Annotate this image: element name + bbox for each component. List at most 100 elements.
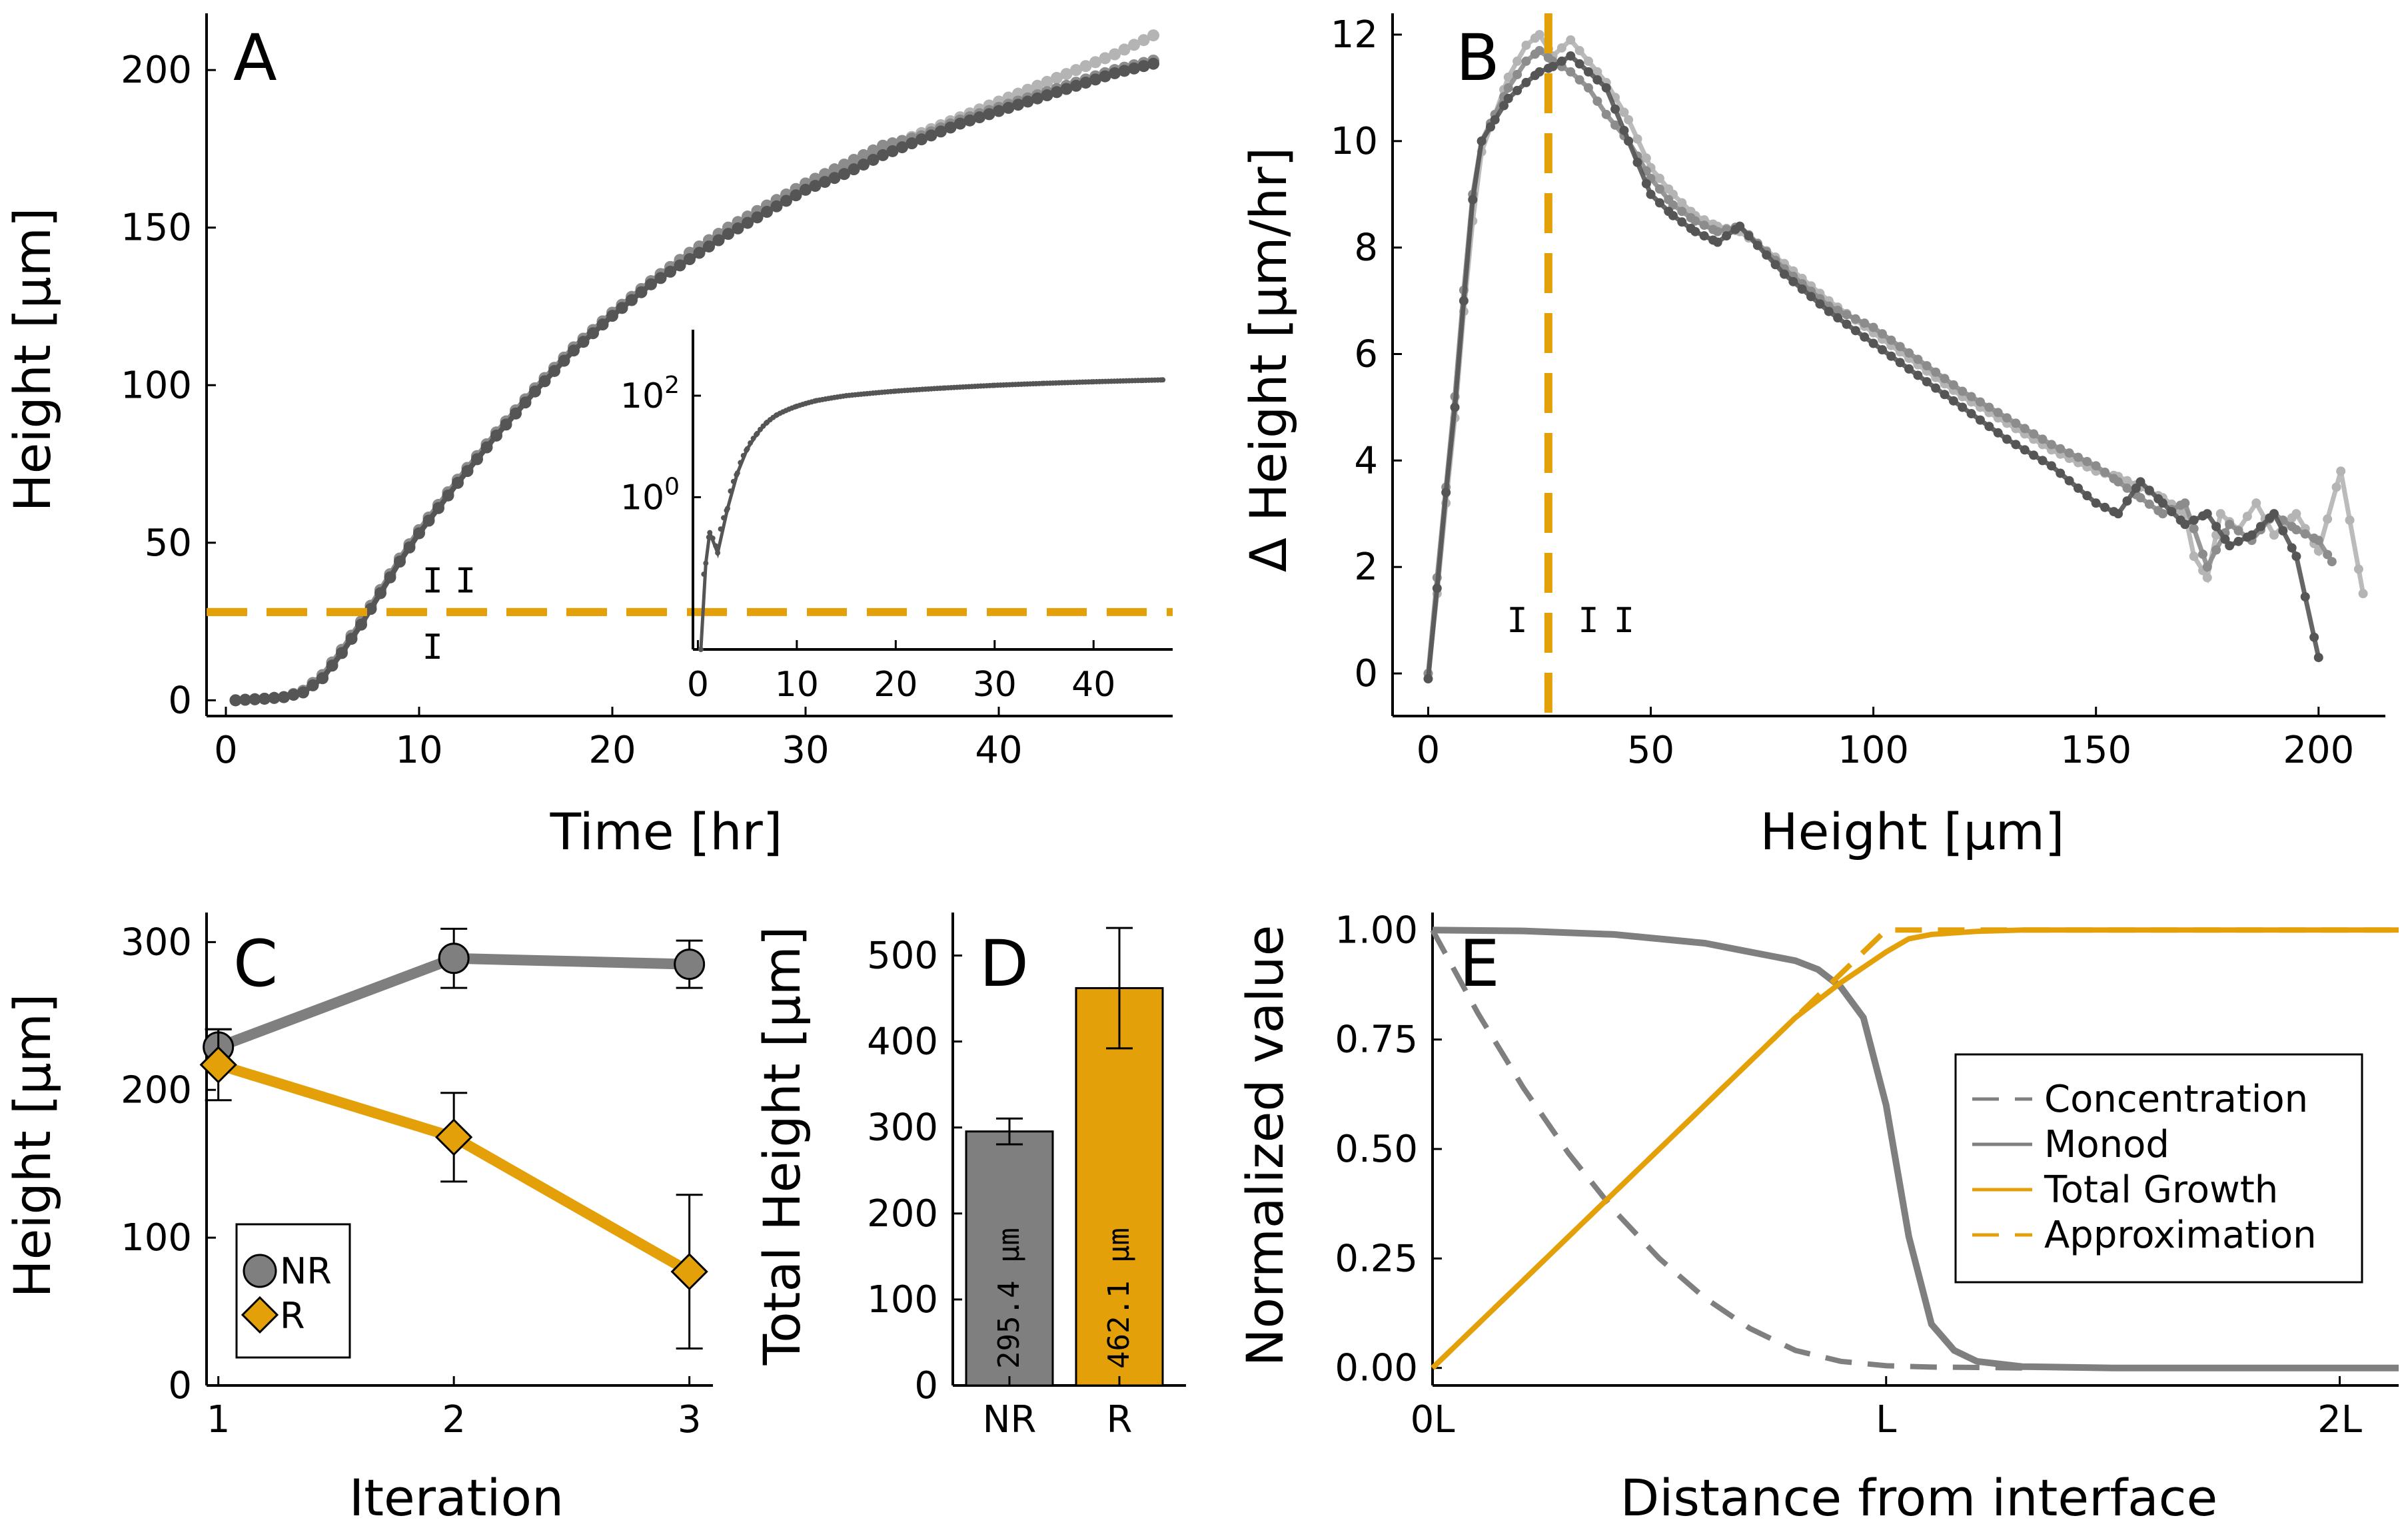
panel-b-data-point [2269,530,2279,540]
panel-b-data-point [1512,56,1522,66]
panel-a-data-point [1147,29,1159,42]
panel-b-data-point [1958,386,1968,396]
panel-a-data-point [693,246,706,259]
panel-b-data-point [1984,422,1994,432]
panel-b-data-point [2313,536,2323,546]
panel-a-inset-data-point [701,572,707,577]
panel-a-inset-data-point [721,515,727,521]
panel-b-data-point [2331,482,2341,492]
panel-b-data-point [2291,552,2301,562]
panel-a-data-point [944,121,957,134]
panel-b-data-point [2291,509,2301,519]
panel-a-data-point [471,453,483,466]
panel-a-inset-xtick-label: 20 [874,665,917,705]
panel-b-data-point [2291,525,2301,535]
panel-b-xtick-label: 100 [1838,729,1909,772]
panel-c-xtick-label: 2 [442,1398,466,1441]
panel-d-bar-r [1075,986,1164,1387]
panel-a-annotation: I [422,627,443,667]
panel-b-data-point [2046,461,2056,471]
panel-b-data-point [1574,59,1584,69]
panel-a-data-point [770,200,783,212]
panel-a-data-point [790,189,802,202]
panel-b-data-point [2113,509,2123,519]
panel-a-data-point [654,272,667,284]
panel-b-data-point [1632,157,1642,167]
panel-b-data-point [1574,45,1584,55]
panel-a-ytick-label: 150 [121,206,192,250]
panel-b-data-point [2180,498,2190,508]
panel-a-data-point [480,441,493,454]
panel-a-data-point [1099,70,1111,83]
panel-a-data-point [828,163,841,176]
panel-d-bar-nr [965,1130,1054,1387]
panel-a-data-point [577,336,590,348]
panel-c-legend-marker-r [241,1296,279,1334]
panel-e-legend-label: Monod [2044,1123,2169,1166]
panel-b-data-point [1512,69,1522,79]
panel-a-data-point [993,105,1005,117]
panel-b-xtick-label: 50 [1627,729,1674,772]
panel-b-data-point [2353,564,2363,574]
panel-a-data-point [1070,79,1082,92]
panel-b-ytick-label: 2 [1354,546,1378,589]
panel-a-data-point [1137,34,1150,47]
panel-b-data-point [1534,29,1544,39]
panel-b-data-point [1503,72,1513,82]
panel-a-data-point [935,125,947,138]
panel-a-data-point [422,514,435,527]
panel-b-data-point [2345,515,2355,525]
panel-b-data-point [2180,520,2190,530]
panel-a-data-point [1118,43,1131,56]
panel-b-data-point [2242,512,2252,522]
panel-b-annotation: I [1506,601,1527,641]
panel-b-data-point [1895,342,1905,352]
panel-a-data-point [568,344,580,357]
panel-b-data-point [2269,509,2279,519]
panel-b-data-point [1654,173,1664,183]
panel-a-data-point [1099,52,1111,65]
panel-a-inset-data-point [703,560,709,566]
panel-a-data-point [442,489,454,502]
panel-b-data-point [2002,434,2012,444]
panel-c-xtick-label: 3 [678,1398,702,1441]
panel-d-ytick-label: 300 [867,1106,938,1150]
panel-b-data-point [1975,415,1985,425]
panel-b-data-point [1690,226,1700,236]
panel-c-legend-box [235,1223,351,1359]
panel-a-inset-data-point [710,536,716,542]
panel-a-data-point [877,139,889,152]
panel-b-data-point [2100,502,2110,512]
panel-b-data-point [2189,524,2199,534]
panel-b-data-point [2202,562,2212,572]
panel-d-ytick-label: 200 [867,1192,938,1236]
panel-b-data-point [1940,374,1950,384]
panel-b-data-point [1566,51,1576,61]
panel-a-xtick-label: 20 [588,729,636,772]
panel-c-marker-nr [438,943,470,974]
panel-b-data-point [1477,136,1487,146]
panel-b-data-point [1815,299,1825,309]
panel-a-data-point [394,556,406,568]
panel-b-data-point [2202,509,2212,519]
panel-b-data-point [2327,557,2337,567]
panel-b-data-point [1877,329,1887,339]
panel-a-data-point [461,465,474,478]
panel-b-data-point [1993,408,2003,418]
panel-e-xtick-label: L [1876,1398,1896,1441]
panel-b-data-point [1610,120,1620,130]
panel-c-ylabel: Height [μm] [3,993,62,1298]
panel-a-inset-background [693,330,1173,649]
panel-b-data-point [1824,306,1834,316]
panel-b-data-point [1931,367,1941,377]
panel-c-legend-marker-nr [243,1254,277,1288]
panel-a-data-point [616,302,628,314]
panel-a-data-point [867,144,880,157]
panel-a-inset-data-point [738,460,744,466]
panel-a-data-point [538,375,551,388]
panel-b-data-point [1886,335,1896,345]
panel-b-data-point [2002,413,2012,423]
panel-b-data-point [1583,83,1593,93]
panel-d-ylabel: Total Height [μm] [752,927,812,1366]
panel-b-data-point [2038,456,2048,466]
